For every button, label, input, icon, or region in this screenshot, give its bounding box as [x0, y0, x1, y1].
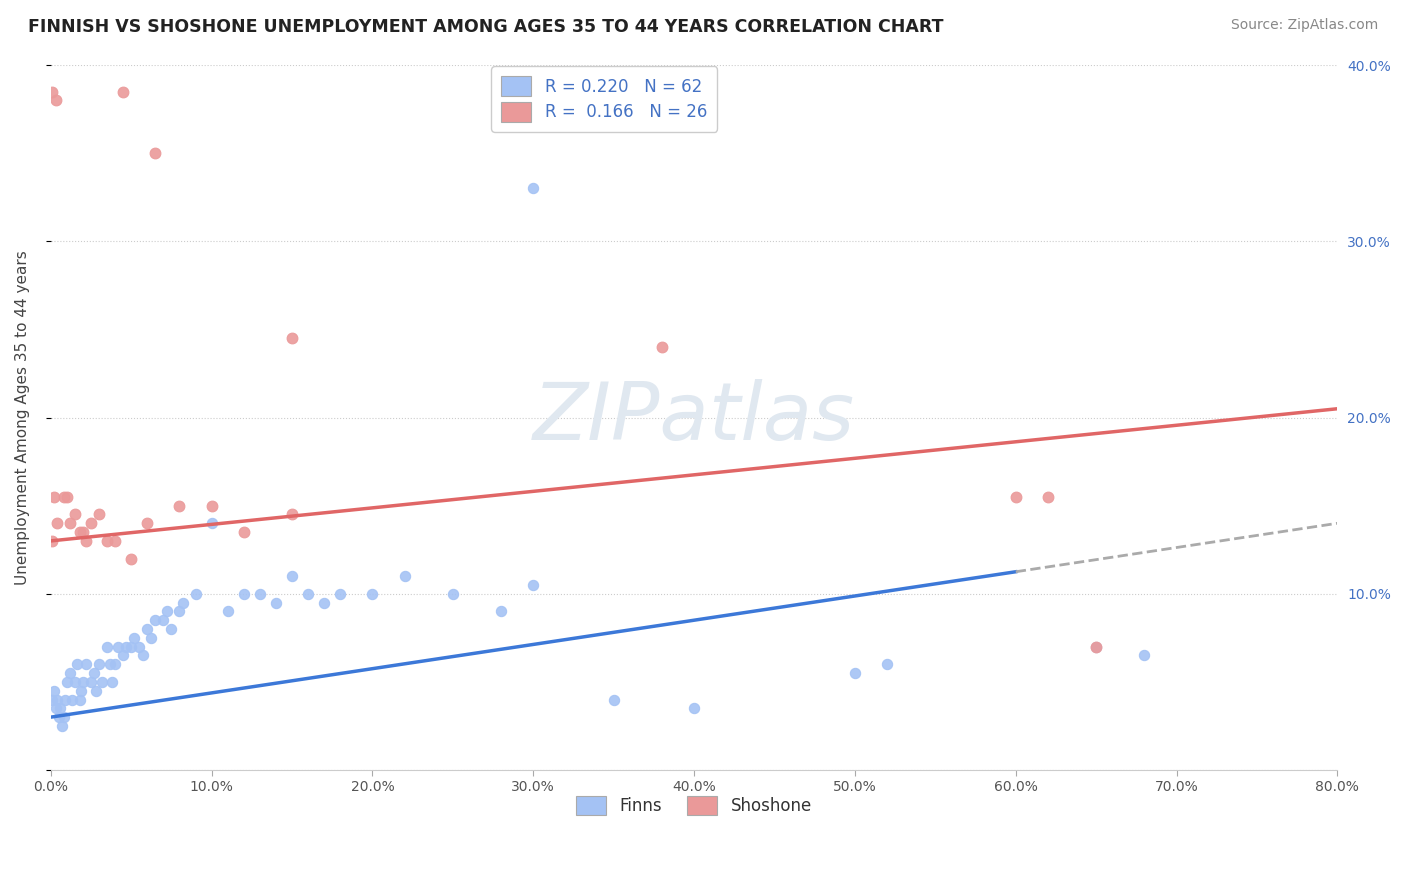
Point — [172, 596, 194, 610]
Point — [184, 587, 207, 601]
Point — [52, 710, 75, 724]
Point — [361, 587, 384, 601]
Point — [522, 578, 544, 592]
Point — [139, 631, 162, 645]
Point — [91, 674, 114, 689]
Point — [104, 657, 127, 672]
Point — [602, 692, 624, 706]
Point — [1004, 490, 1026, 504]
Point — [281, 331, 304, 345]
Point — [112, 85, 135, 99]
Point — [120, 551, 142, 566]
Point — [120, 640, 142, 654]
Point — [56, 674, 79, 689]
Text: FINNISH VS SHOSHONE UNEMPLOYMENT AMONG AGES 35 TO 44 YEARS CORRELATION CHART: FINNISH VS SHOSHONE UNEMPLOYMENT AMONG A… — [28, 18, 943, 36]
Point — [42, 683, 65, 698]
Point — [63, 508, 86, 522]
Point — [136, 622, 159, 636]
Point — [63, 674, 86, 689]
Point — [217, 604, 239, 618]
Point — [281, 508, 304, 522]
Point — [98, 657, 121, 672]
Point — [45, 93, 67, 107]
Point — [1085, 640, 1108, 654]
Text: Source: ZipAtlas.com: Source: ZipAtlas.com — [1230, 18, 1378, 32]
Point — [96, 533, 118, 548]
Point — [201, 516, 224, 531]
Point — [53, 692, 76, 706]
Point — [232, 525, 254, 540]
Point — [80, 516, 103, 531]
Point — [41, 692, 63, 706]
Point — [69, 692, 91, 706]
Point — [651, 340, 673, 354]
Point — [42, 490, 65, 504]
Point — [41, 85, 63, 99]
Point — [56, 490, 79, 504]
Point — [59, 516, 82, 531]
Point — [1036, 490, 1059, 504]
Point — [75, 657, 97, 672]
Point — [87, 508, 110, 522]
Point — [83, 666, 105, 681]
Point — [124, 631, 146, 645]
Point — [169, 499, 191, 513]
Y-axis label: Unemployment Among Ages 35 to 44 years: Unemployment Among Ages 35 to 44 years — [15, 250, 30, 585]
Point — [160, 622, 183, 636]
Point — [441, 587, 464, 601]
Point — [69, 525, 91, 540]
Point — [314, 596, 336, 610]
Point — [46, 692, 69, 706]
Point — [65, 657, 87, 672]
Point — [107, 640, 129, 654]
Point — [48, 710, 70, 724]
Point — [1133, 648, 1156, 663]
Point — [96, 640, 118, 654]
Point — [72, 674, 94, 689]
Point — [80, 674, 103, 689]
Point — [169, 604, 191, 618]
Point — [156, 604, 179, 618]
Point — [394, 569, 416, 583]
Point — [876, 657, 898, 672]
Point — [136, 516, 159, 531]
Point — [131, 648, 153, 663]
Point — [52, 490, 75, 504]
Point — [249, 587, 271, 601]
Point — [59, 666, 82, 681]
Point — [45, 701, 67, 715]
Legend: Finns, Shoshone: Finns, Shoshone — [567, 786, 823, 825]
Point — [297, 587, 319, 601]
Point — [72, 525, 94, 540]
Point — [87, 657, 110, 672]
Point — [101, 674, 124, 689]
Point — [104, 533, 127, 548]
Point — [41, 533, 63, 548]
Point — [329, 587, 352, 601]
Point — [75, 533, 97, 548]
Point — [844, 666, 866, 681]
Point — [1085, 640, 1108, 654]
Point — [489, 604, 512, 618]
Point — [683, 701, 706, 715]
Text: ZIPatlas: ZIPatlas — [533, 378, 855, 457]
Point — [112, 648, 135, 663]
Point — [522, 181, 544, 195]
Point — [281, 569, 304, 583]
Point — [46, 516, 69, 531]
Point — [115, 640, 138, 654]
Point — [232, 587, 254, 601]
Point — [152, 613, 174, 627]
Point — [264, 596, 287, 610]
Point — [60, 692, 83, 706]
Point — [70, 683, 93, 698]
Point — [145, 146, 167, 161]
Point — [145, 613, 167, 627]
Point — [49, 701, 72, 715]
Point — [51, 719, 73, 733]
Point — [84, 683, 107, 698]
Point — [201, 499, 224, 513]
Point — [128, 640, 150, 654]
